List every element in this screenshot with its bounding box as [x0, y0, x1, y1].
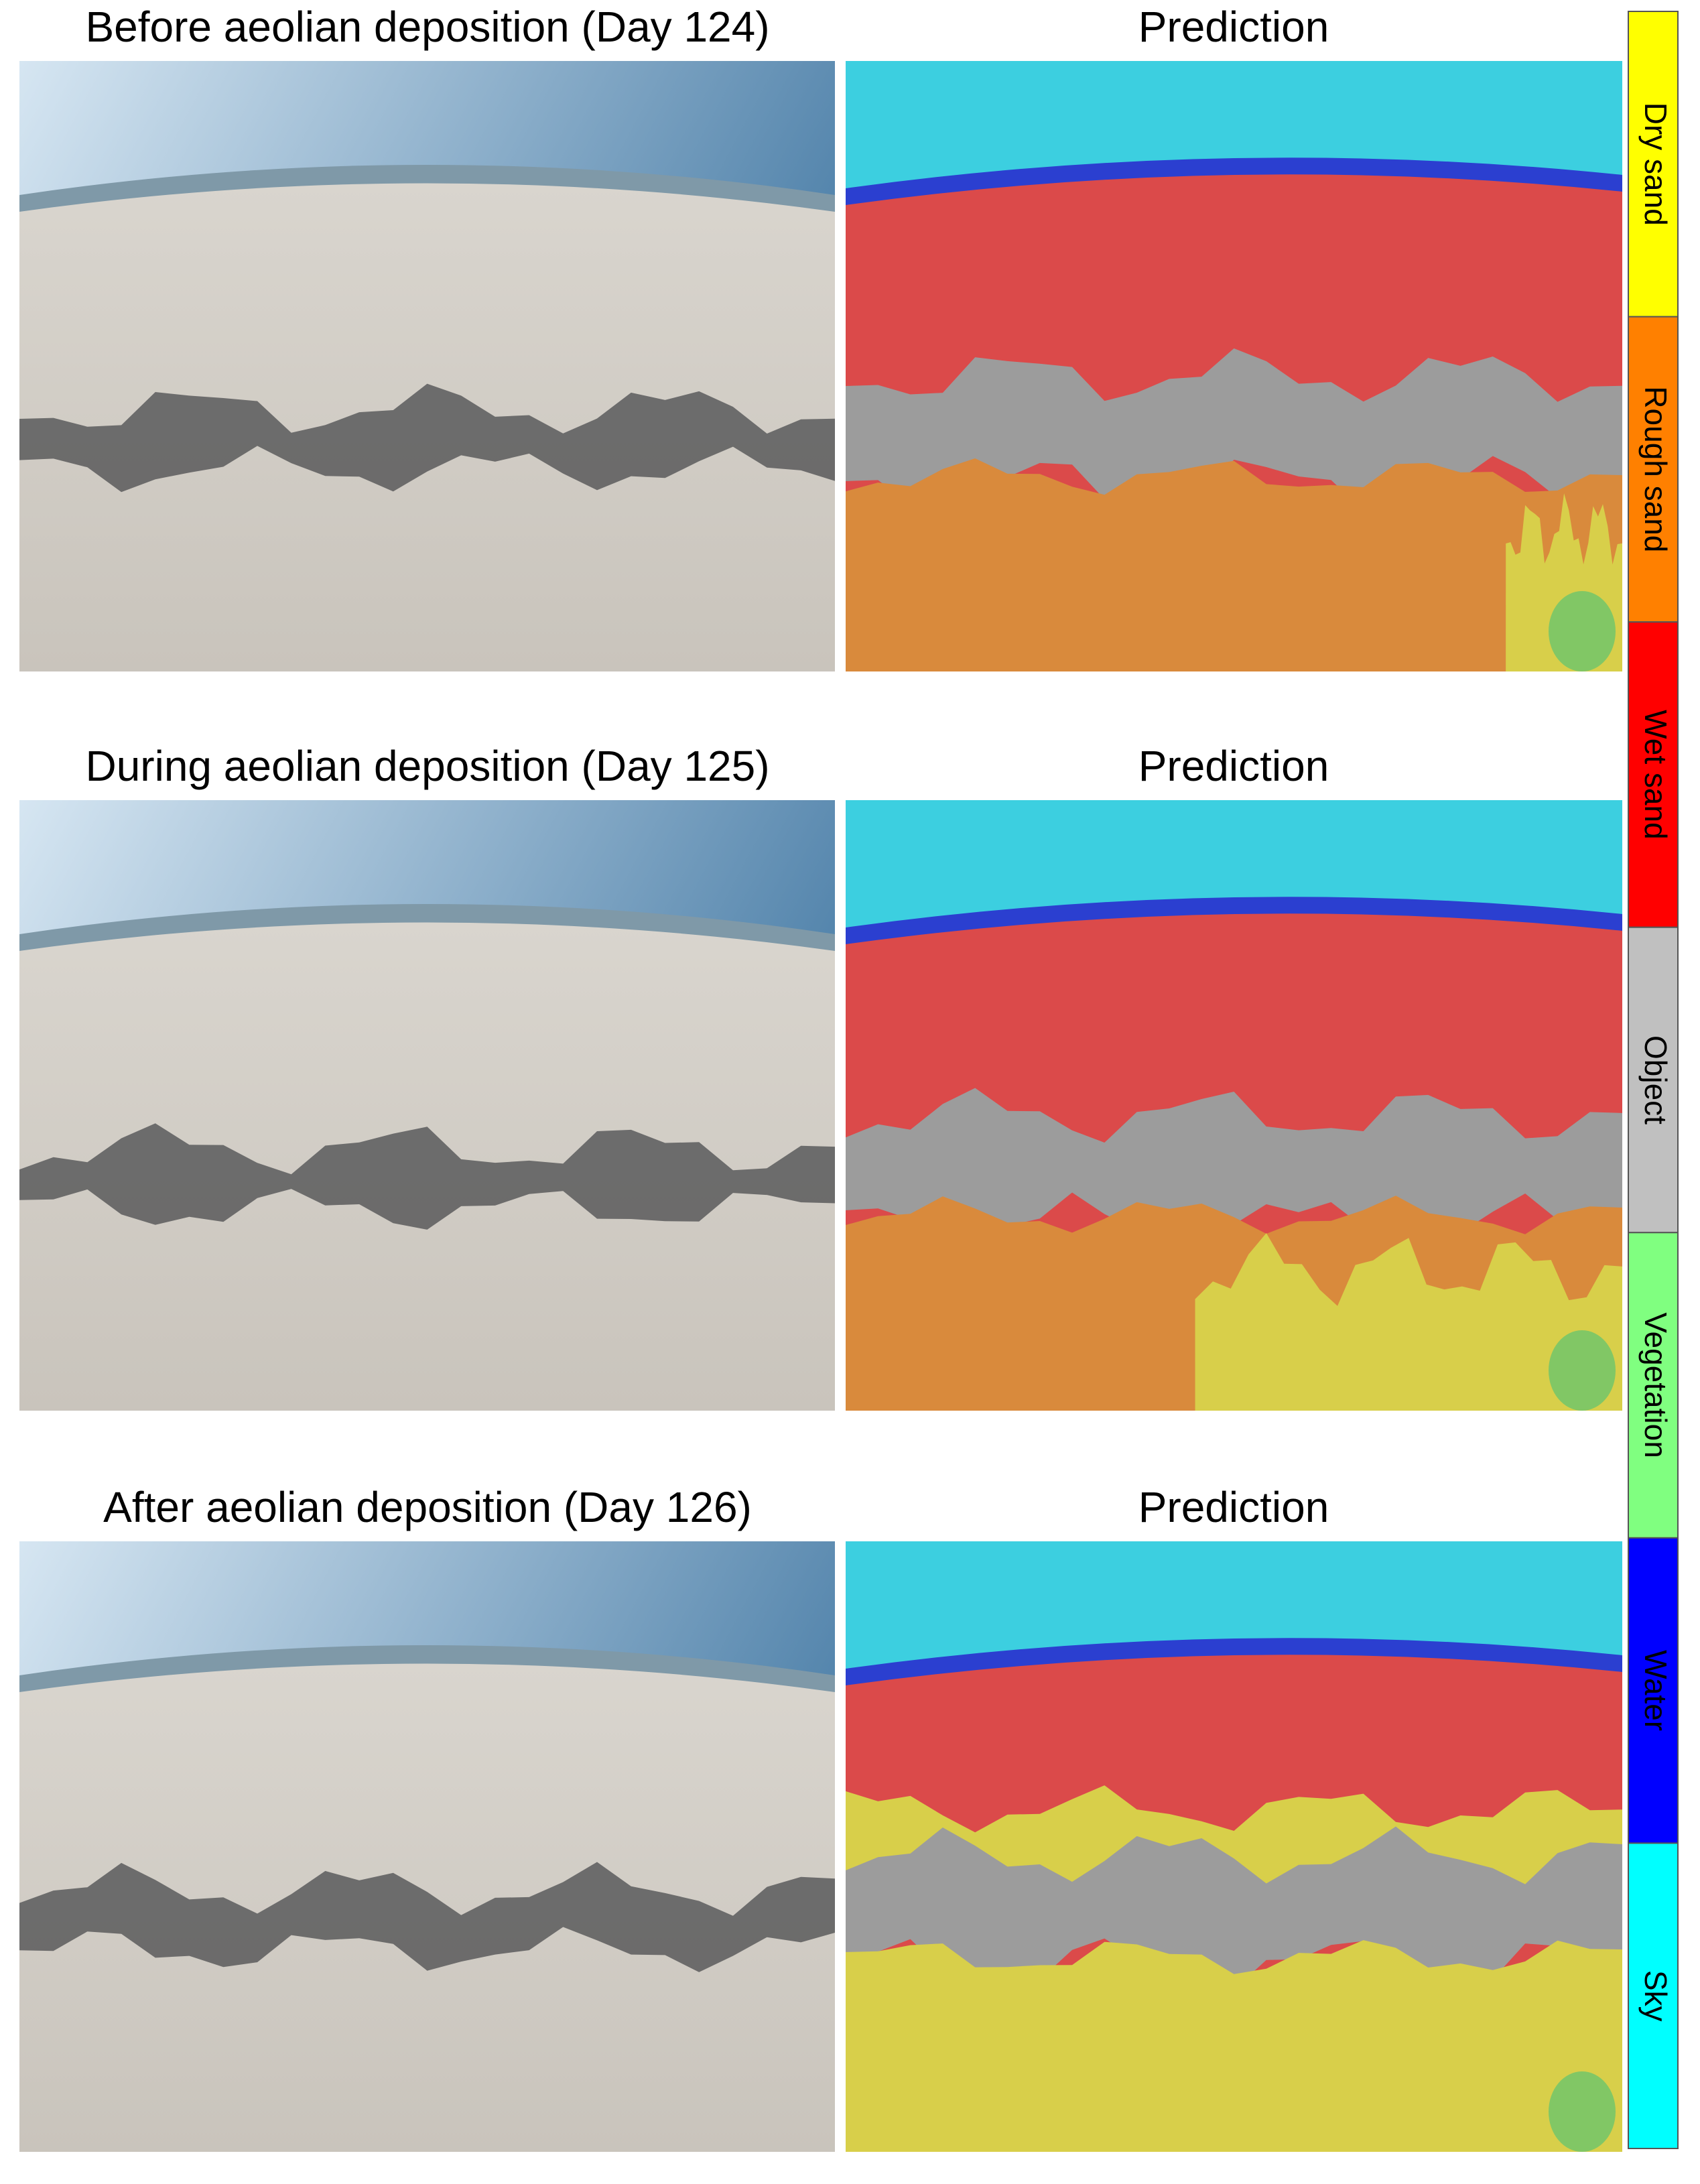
object-class	[846, 1826, 1622, 1990]
beach-photo	[19, 800, 835, 1411]
legend-swatch	[1628, 316, 1679, 623]
panel-title: During aeolian deposition (Day 125)	[85, 742, 769, 790]
prediction-map	[846, 61, 1622, 671]
legend-swatch	[1628, 1232, 1679, 1539]
panel-title: Before aeolian deposition (Day 124)	[85, 3, 769, 51]
legend-swatch	[1628, 1842, 1679, 2149]
prediction-map	[846, 800, 1622, 1411]
beach-photo	[19, 61, 835, 671]
prediction-map	[846, 1541, 1622, 2152]
panel-title: After aeolian deposition (Day 126)	[103, 1483, 752, 1531]
legend-label: Wet sand	[1638, 710, 1673, 839]
legend-label: Object	[1638, 1035, 1673, 1125]
prediction-title: Prediction	[1138, 742, 1329, 790]
legend-swatch	[1628, 11, 1679, 318]
sand-class	[846, 458, 1622, 671]
legend-swatch	[1628, 621, 1679, 928]
beach-photo	[19, 1541, 835, 2152]
vegetation-patch	[1549, 2071, 1616, 2152]
legend-label: Rough sand	[1638, 386, 1673, 552]
prediction-title: Prediction	[1138, 3, 1329, 51]
vegetation-patch	[1549, 591, 1616, 671]
legend-label: Vegetation	[1638, 1312, 1673, 1458]
legend-label: Water	[1638, 1650, 1673, 1731]
legend-swatch	[1628, 1537, 1679, 1844]
debris-line	[19, 383, 835, 493]
debris-line	[19, 1862, 835, 1972]
legend-label: Sky	[1638, 1970, 1673, 2022]
legend-label: Dry sand	[1638, 103, 1673, 226]
sand-class	[846, 1940, 1622, 2152]
object-class	[846, 1088, 1622, 1250]
dry-sand-patch	[1195, 1233, 1622, 1411]
vegetation-patch	[1549, 1330, 1616, 1411]
debris-line	[19, 1123, 835, 1230]
legend-swatch	[1628, 926, 1679, 1234]
prediction-title: Prediction	[1138, 1483, 1329, 1531]
